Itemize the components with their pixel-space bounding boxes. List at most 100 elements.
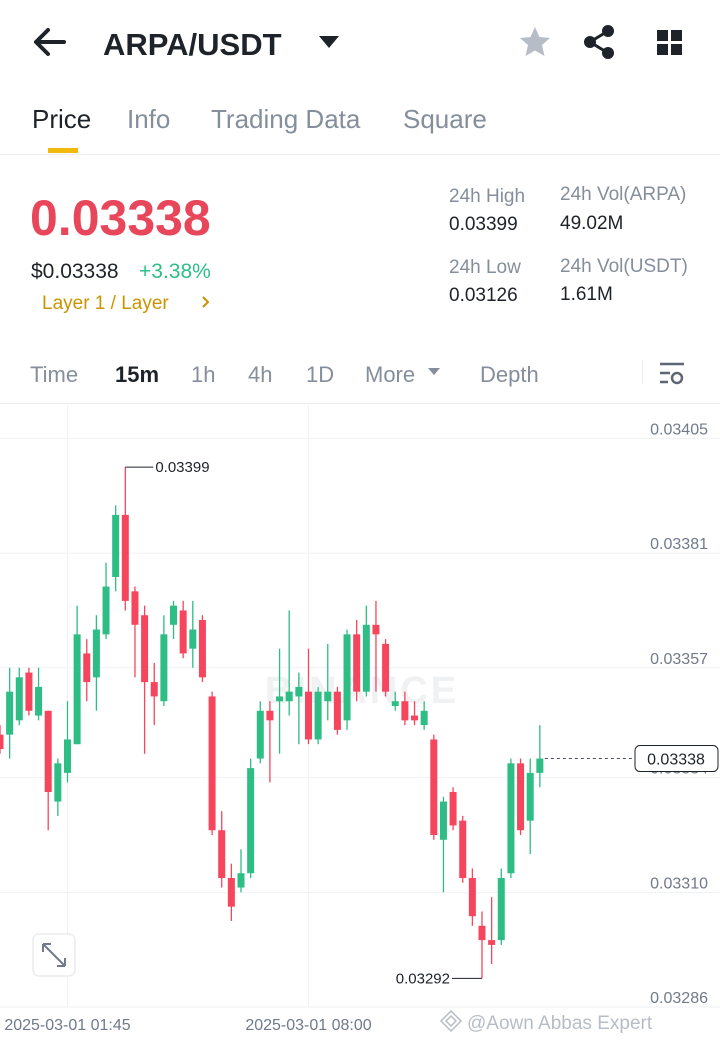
stat-label: 24h Vol(USDT): [560, 256, 688, 277]
interval[interactable]: 4h: [248, 362, 272, 387]
candle-body: [198, 620, 206, 678]
tag-chevron: [202, 296, 210, 308]
candle-body: [141, 615, 149, 683]
menu-grid[interactable]: [657, 30, 682, 55]
y-tick-label: 0.03405: [650, 421, 708, 438]
expand-icon: [42, 943, 66, 967]
candle-body: [353, 634, 361, 692]
candle-body: [276, 696, 284, 702]
sector-tag[interactable]: Layer 1 / Layer: [42, 293, 169, 314]
candle-body: [6, 691, 14, 735]
grid-cell: [657, 30, 668, 41]
candle-body: [179, 610, 187, 654]
candle-body: [256, 710, 264, 759]
more-dropdown: [428, 368, 440, 375]
candle-body: [430, 739, 438, 835]
grid-cell: [657, 44, 668, 55]
grid-cell: [671, 44, 682, 55]
share-button[interactable]: [584, 25, 614, 59]
x-tick-label: 2025-03-01 08:00: [245, 1017, 371, 1034]
divider: [642, 360, 643, 384]
stat-label: 24h Vol(ARPA): [560, 184, 686, 205]
candle-body: [295, 686, 303, 697]
candle-body: [131, 591, 139, 625]
candle-body: [121, 514, 129, 601]
chart-watermark: BINANCE: [265, 670, 459, 712]
last-price-box: [634, 745, 719, 773]
back-arrow: [34, 28, 66, 56]
candle-body: [285, 691, 293, 702]
interval[interactable]: 15m: [115, 362, 159, 387]
pair-dropdown[interactable]: [319, 36, 339, 48]
watermark: @Aown Abbas Expert: [467, 1013, 653, 1034]
candle-body: [478, 925, 486, 941]
low-marker-label: 0.03292: [396, 970, 450, 987]
x-tick-label: 2025-03-01 01:45: [4, 1017, 130, 1034]
interval[interactable]: 1h: [191, 362, 215, 387]
candle-body: [83, 653, 91, 683]
stat-value: 1.61M: [560, 284, 613, 305]
candle-body: [227, 878, 235, 907]
chart: BINANCE0.034050.033810.033570.033340.033…: [0, 405, 720, 1034]
pair-title[interactable]: ARPA/USDT: [103, 27, 282, 62]
stat-value: 49.02M: [560, 213, 623, 234]
candle-body: [343, 634, 351, 721]
interval[interactable]: Time: [30, 362, 78, 387]
interval[interactable]: More: [365, 362, 415, 387]
y-tick-label: 0.03381: [650, 536, 708, 553]
tab[interactable]: Trading Data: [211, 104, 361, 134]
candle-body: [92, 629, 100, 678]
back-button[interactable]: [34, 28, 66, 56]
grid-cell: [671, 30, 682, 41]
candle-body: [497, 878, 505, 941]
candle-body: [247, 768, 255, 874]
stat-value: 0.03126: [449, 285, 518, 306]
candle-body: [372, 624, 380, 635]
candle-body: [15, 677, 23, 721]
tab[interactable]: Price: [32, 104, 91, 134]
interval[interactable]: 1D: [306, 362, 334, 387]
divider: [0, 403, 720, 404]
expand-button[interactable]: [32, 933, 76, 977]
favorite-star[interactable]: [520, 27, 550, 56]
candle-body: [391, 701, 399, 706]
price-change: +3.38%: [139, 260, 211, 283]
candle-body: [468, 878, 476, 917]
candle-body: [102, 586, 110, 635]
candle-body: [0, 734, 4, 749]
candle-body: [218, 830, 226, 878]
settings-lines: [660, 362, 684, 384]
tab[interactable]: Info: [127, 104, 170, 134]
candle-body: [304, 691, 312, 740]
candle-body: [439, 801, 447, 840]
last-price-label: 0.03338: [647, 752, 705, 769]
stat-label: 24h Low: [449, 257, 521, 278]
high-marker-label: 0.03399: [155, 459, 209, 476]
divider: [0, 154, 720, 155]
settings-gear: [670, 371, 684, 385]
candle-body: [170, 605, 178, 625]
candle-body: [25, 672, 33, 711]
chart-settings[interactable]: [660, 362, 684, 385]
share-lines: [587, 29, 609, 55]
y-tick-label: 0.03357: [650, 651, 708, 668]
interval[interactable]: Depth: [480, 362, 539, 387]
candle-body: [150, 682, 158, 697]
candle-body: [160, 634, 168, 702]
watermark-logo: [439, 1009, 463, 1033]
candle-body: [112, 514, 120, 577]
candle-body: [536, 758, 544, 773]
candle-body: [44, 710, 52, 792]
candle-body: [266, 710, 274, 721]
tab-indicator: [48, 148, 78, 153]
tab[interactable]: Square: [403, 104, 487, 134]
candle-body: [35, 686, 43, 716]
candle-body: [411, 715, 419, 721]
candle-body: [208, 696, 216, 831]
candle-body: [507, 763, 515, 874]
candle-body: [488, 940, 496, 945]
candle-body: [73, 634, 81, 745]
candle-body: [362, 624, 370, 692]
candle-body: [459, 820, 467, 878]
